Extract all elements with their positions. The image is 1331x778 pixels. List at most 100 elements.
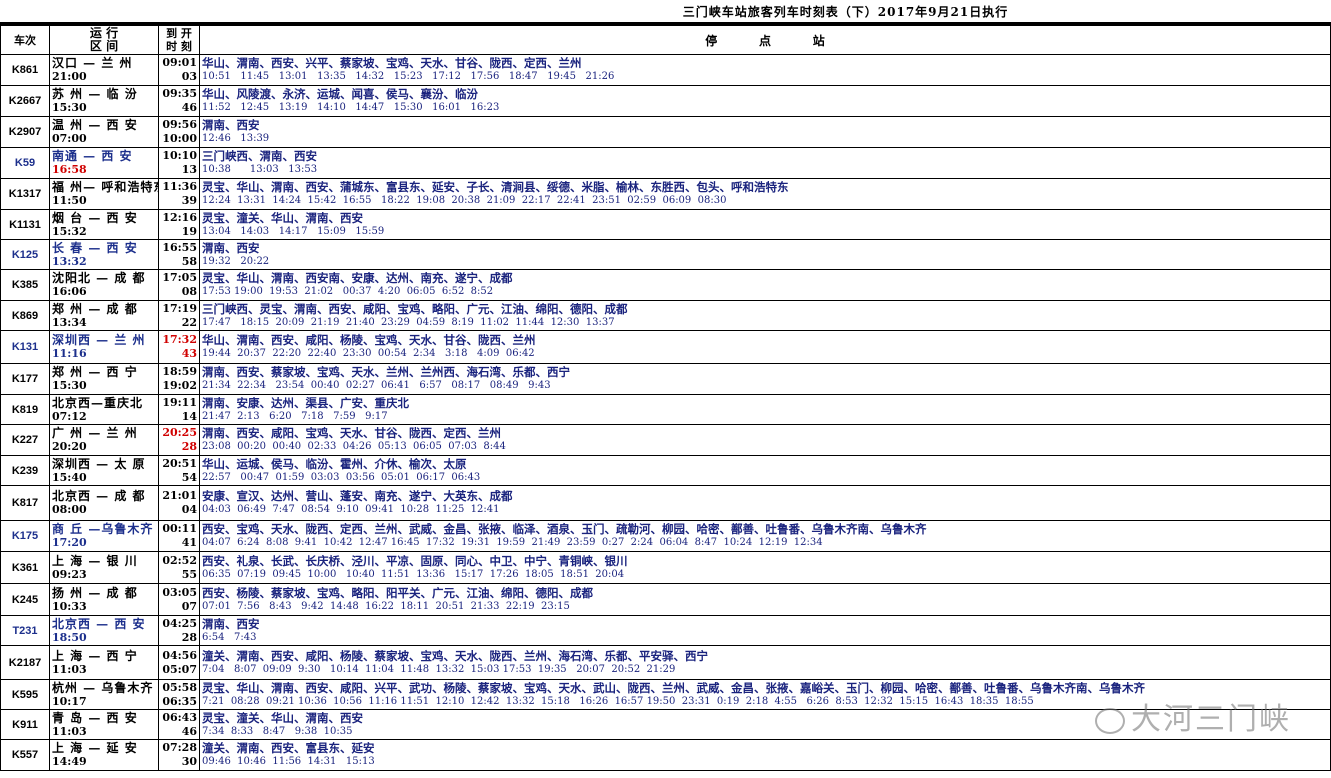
header-time-bottom: 时 刻 bbox=[166, 40, 192, 53]
stops-cell: 灵宝、华山、渭南、西安、咸阳、兴平、武功、杨陵、蔡家坡、宝鸡、天水、武山、陇西、… bbox=[199, 679, 1331, 710]
stop-times: 13:04 14:03 14:17 15:09 15:59 bbox=[202, 225, 385, 237]
table-row: K361 上 海 — 银 川 09:23 02:52 55 西安、礼泉、长武、长庆桥、泾川… bbox=[0, 551, 1331, 584]
header-route-bottom: 区 间 bbox=[89, 39, 119, 53]
route-cell: 广 州 — 兰 州 20:20 bbox=[49, 424, 159, 456]
route-name: 长 春 — 西 安 bbox=[52, 240, 138, 255]
route-name: 温 州 — 西 安 bbox=[52, 118, 138, 132]
origin-departure: 11:16 bbox=[52, 347, 87, 360]
table-row: K595 杭州 — 乌鲁木齐 10:17 05:58 06:35 灵宝、华山、渭南、西安、… bbox=[0, 679, 1331, 710]
stop-times: 12:46 13:39 bbox=[202, 133, 270, 144]
route-name: 上 海 — 银 川 bbox=[52, 553, 138, 568]
stop-times: 17:53 19:00 19:53 21:02 00:37 4:20 06:05… bbox=[202, 286, 494, 297]
arrival-time: 17:05 bbox=[162, 271, 197, 284]
route-cell: 长 春 — 西 安 13:32 bbox=[49, 239, 159, 270]
route-name: 商 丘 —乌鲁木齐 bbox=[52, 522, 154, 536]
arrival-departure: 02:52 55 bbox=[158, 551, 200, 584]
route-cell: 深圳西 — 兰 州 11:16 bbox=[49, 330, 159, 364]
train-number: K2907 bbox=[0, 116, 50, 148]
departure-time: 14 bbox=[181, 409, 197, 423]
stop-names: 华山、渭南、西安、兴平、蔡家坡、宝鸡、天水、甘谷、陇西、定西、兰州 bbox=[202, 56, 582, 70]
route-cell: 郑 州 — 西 宁 15:30 bbox=[49, 363, 159, 395]
origin-departure: 15:40 bbox=[52, 470, 87, 484]
route-name: 深圳西 — 太 原 bbox=[52, 456, 146, 471]
table-row: K557 上 海 — 延 安 14:49 07:28 30 潼关、渭南、西安、富县东、延安… bbox=[0, 739, 1331, 771]
stop-names: 灵宝、潼关、华山、渭南、西安 bbox=[202, 710, 363, 725]
arrival-departure: 06:43 46 bbox=[158, 709, 200, 740]
stop-times: 10:51 11:45 13:01 13:35 14:32 15:23 17:1… bbox=[202, 71, 615, 82]
stop-names: 渭南、西安 bbox=[202, 616, 260, 631]
origin-departure: 07:12 bbox=[52, 409, 87, 423]
route-name: 烟 台 — 西 安 bbox=[52, 210, 138, 225]
arrival-time: 21:01 bbox=[162, 489, 197, 502]
stops-cell: 灵宝、华山、渭南、西安、蒲城东、富县东、延安、子长、清涧县、绥德、米脂、榆林、东… bbox=[199, 178, 1331, 210]
stop-names: 渭南、西安、咸阳、宝鸡、天水、甘谷、陇西、定西、兰州 bbox=[202, 426, 501, 440]
train-number: K59 bbox=[0, 147, 50, 179]
stop-times: 09:46 10:46 11:56 14:31 15:13 bbox=[202, 756, 375, 767]
arrival-departure: 04:25 28 bbox=[158, 615, 200, 646]
arrival-departure: 11:36 39 bbox=[158, 178, 200, 210]
origin-departure: 07:00 bbox=[52, 132, 87, 145]
route-name: 扬 州 — 成 都 bbox=[52, 585, 138, 600]
arrival-departure: 05:58 06:35 bbox=[158, 679, 200, 710]
arrival-departure: 07:28 30 bbox=[158, 739, 200, 771]
origin-departure: 15:30 bbox=[52, 101, 87, 114]
arrival-departure: 17:19 22 bbox=[158, 300, 200, 331]
train-number: K177 bbox=[0, 363, 50, 395]
stop-names: 西安、礼泉、长武、长庆桥、泾川、平凉、固原、同心、中卫、中宁、青铜峡、银川 bbox=[202, 553, 628, 568]
stop-times: 6:54 7:43 bbox=[202, 631, 257, 643]
stop-times: 22:57 00:47 01:59 03:03 03:56 05:01 06:1… bbox=[202, 471, 481, 483]
origin-departure: 15:30 bbox=[52, 379, 87, 392]
stop-names: 三门峡西、灵宝、渭南、西安、咸阳、宝鸡、略阳、广元、江油、绵阳、德阳、成都 bbox=[202, 301, 628, 316]
origin-departure: 10:33 bbox=[52, 599, 87, 613]
route-name: 杭州 — 乌鲁木齐 bbox=[52, 680, 154, 695]
arrival-time: 20:25 bbox=[162, 426, 197, 439]
stop-names: 华山、风陵渡、永济、运城、闻喜、侯马、襄汾、临汾 bbox=[202, 87, 478, 101]
watermark-text: 大河三门峡 bbox=[1131, 702, 1291, 737]
departure-time: 28 bbox=[181, 440, 197, 453]
stop-times: 12:24 13:31 14:24 15:42 16:55 18:22 19:0… bbox=[202, 195, 727, 206]
table-row: T231 北京西 — 西 安 18:50 04:25 28 渭南、西安 6:54 7:43 bbox=[0, 615, 1331, 646]
route-name: 北京西 — 西 安 bbox=[52, 616, 146, 631]
departure-time: 30 bbox=[181, 755, 197, 768]
route-cell: 上 海 — 延 安 14:49 bbox=[49, 739, 159, 771]
origin-departure: 13:32 bbox=[52, 254, 87, 268]
arrival-time: 04:25 bbox=[162, 616, 197, 630]
departure-time: 58 bbox=[181, 254, 197, 268]
header-route-top: 运 行 bbox=[89, 26, 119, 40]
stops-cell: 西安、礼泉、长武、长庆桥、泾川、平凉、固原、同心、中卫、中宁、青铜峡、银川 06:… bbox=[199, 551, 1331, 584]
table-row: K239 深圳西 — 太 原 15:40 20:51 54 华山、运城、侯马、临汾、霍州、… bbox=[0, 455, 1331, 486]
arrival-time: 09:35 bbox=[162, 87, 197, 100]
table-body: K861 汉口 — 兰 州 21:00 09:01 03 华山、渭南、西安、兴平、蔡家坡、… bbox=[0, 54, 1331, 771]
stop-times: 07:01 7:56 8:43 9:42 14:48 16:22 18:11 2… bbox=[202, 600, 570, 612]
origin-departure: 17:20 bbox=[52, 536, 87, 549]
route-name: 上 海 — 西 宁 bbox=[52, 648, 138, 663]
route-cell: 北京西 — 成 都 08:00 bbox=[49, 485, 159, 521]
route-cell: 深圳西 — 太 原 15:40 bbox=[49, 455, 159, 486]
arrival-departure: 20:51 54 bbox=[158, 455, 200, 486]
train-number: K131 bbox=[0, 330, 50, 364]
train-number: K861 bbox=[0, 54, 50, 86]
stops-cell: 华山、渭南、西安、咸阳、杨陵、宝鸡、天水、甘谷、陇西、兰州 19:44 20:37… bbox=[199, 330, 1331, 364]
route-cell: 汉口 — 兰 州 21:00 bbox=[49, 54, 159, 86]
arrival-time: 11:36 bbox=[162, 180, 197, 193]
route-name: 北京西 — 成 都 bbox=[52, 489, 146, 503]
arrival-departure: 04:56 05:07 bbox=[158, 645, 200, 680]
route-name: 北京西—重庆北 bbox=[52, 395, 144, 410]
arrival-time: 09:01 bbox=[162, 56, 197, 69]
header-route: 运 行 区 间 bbox=[49, 25, 159, 55]
departure-time: 46 bbox=[181, 101, 197, 114]
header-time-top: 到 开 bbox=[166, 27, 192, 40]
departure-time: 55 bbox=[181, 567, 197, 581]
origin-departure: 15:32 bbox=[52, 224, 87, 238]
departure-time: 41 bbox=[181, 536, 197, 549]
page-title: 三门峡车站旅客列车时刻表（下）2017年9月21日执行 bbox=[682, 5, 1009, 19]
table-row: K59 南通 — 西 安 16:58 10:10 13 三门峡西、渭南、西安 10:38 1… bbox=[0, 147, 1331, 179]
table-row: K817 北京西 — 成 都 08:00 21:01 04 安康、宣汉、达州、营山、蓬安、… bbox=[0, 485, 1331, 521]
arrival-time: 09:56 bbox=[162, 118, 197, 131]
table-row: K125 长 春 — 西 安 13:32 16:55 58 渭南、西安 19:32 20:2… bbox=[0, 239, 1331, 270]
arrival-time: 20:51 bbox=[162, 456, 197, 470]
stop-times: 06:35 07:19 09:45 10:00 10:40 11:51 13:3… bbox=[202, 568, 625, 580]
route-name: 广 州 — 兰 州 bbox=[52, 426, 138, 440]
stop-names: 潼关、渭南、西安、咸阳、杨陵、蔡家坡、宝鸡、天水、陇西、兰州、海石湾、乐都、平安… bbox=[202, 648, 708, 663]
arrival-time: 17:19 bbox=[162, 301, 197, 315]
